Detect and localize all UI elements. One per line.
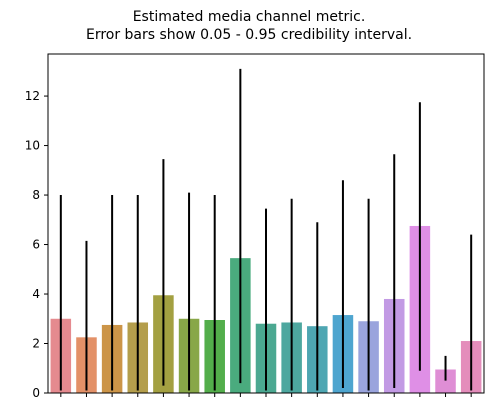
y-tick-label: 4 [32, 287, 40, 301]
y-tick-label: 12 [25, 89, 40, 103]
y-tick-label: 8 [32, 188, 40, 202]
y-tick-label: 0 [32, 386, 40, 400]
y-tick-label: 6 [32, 238, 40, 252]
y-tick-label: 2 [32, 337, 40, 351]
y-tick-label: 10 [25, 139, 40, 153]
